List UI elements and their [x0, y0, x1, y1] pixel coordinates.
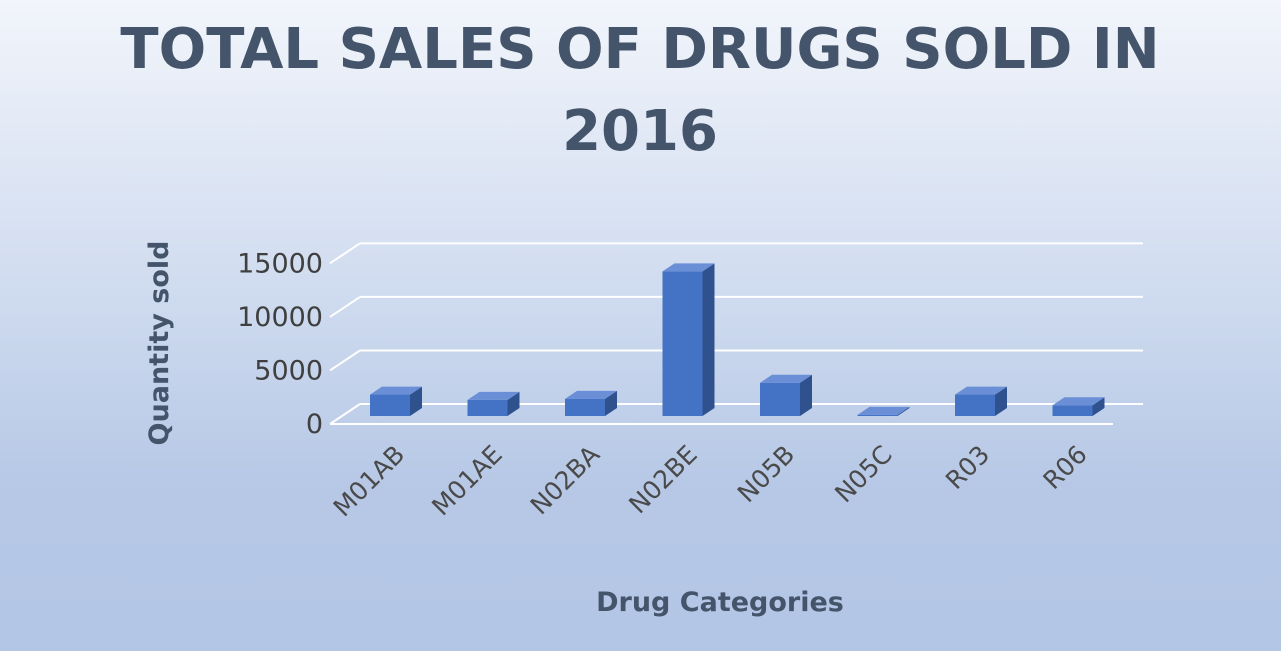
bar-top — [760, 374, 812, 383]
bar-side — [897, 406, 910, 416]
bar-top — [467, 391, 520, 400]
y-axis-title: Quantity sold — [144, 241, 175, 446]
x-category-label: N02BE — [623, 440, 703, 520]
bar-front — [662, 271, 703, 416]
bar-side — [605, 390, 617, 416]
bar-front — [370, 394, 410, 416]
y-tick-label: 0 — [306, 409, 323, 440]
y-axis-ticks: 0 5000 10000 15000 — [237, 248, 323, 440]
bar-side — [507, 391, 520, 416]
bar-m01ae — [467, 391, 520, 416]
chart-title-line-2: 2016 — [562, 99, 718, 164]
bar-top — [370, 386, 422, 395]
gridline-depth — [329, 403, 361, 425]
bar-r03 — [955, 386, 1007, 416]
bar-side — [702, 263, 715, 416]
bar-top — [565, 390, 617, 399]
bar-r06 — [1052, 397, 1105, 416]
bars — [370, 263, 1105, 416]
bar-front — [857, 414, 898, 416]
gridline-depth — [329, 349, 361, 372]
y-tick-label: 10000 — [237, 302, 323, 333]
gridlines — [329, 242, 1143, 425]
bar-top — [1052, 397, 1105, 406]
bar-side — [995, 386, 1007, 416]
x-category-label: R06 — [1037, 440, 1092, 495]
x-category-label: N02BA — [525, 440, 605, 520]
bar-m01ab — [370, 386, 422, 416]
x-category-label: M01AB — [328, 440, 410, 522]
bar-front — [467, 399, 508, 416]
bar-side — [800, 374, 812, 416]
chart-title-line-1: TOTAL SALES OF DRUGS SOLD IN — [120, 17, 1159, 82]
bar-n02ba — [565, 390, 617, 416]
x-category-label: N05C — [829, 440, 898, 509]
bar-n05c — [857, 406, 910, 416]
y-tick-label: 5000 — [254, 355, 323, 386]
x-category-label: N05B — [732, 440, 800, 508]
bar-front — [565, 398, 605, 416]
x-axis-categories: M01AB M01AE N02BA N02BE N05B N05C R03 R06 — [328, 440, 1093, 522]
bar-front — [955, 394, 995, 416]
bar-front — [760, 382, 800, 416]
bar-top — [857, 406, 910, 415]
bar-n05b — [760, 374, 812, 416]
bar-side — [1092, 397, 1105, 416]
bar-front — [1052, 405, 1093, 416]
gridline-depth — [329, 242, 361, 265]
x-category-label: R03 — [940, 440, 995, 495]
bar-side — [410, 386, 422, 416]
bar-n02be — [662, 263, 715, 416]
gridline-depth — [329, 296, 361, 318]
bar-top — [662, 263, 715, 272]
y-tick-label: 15000 — [237, 248, 323, 279]
x-axis-title: Drug Categories — [596, 587, 844, 618]
bar-top — [955, 386, 1007, 395]
x-category-label: M01AE — [426, 440, 508, 522]
